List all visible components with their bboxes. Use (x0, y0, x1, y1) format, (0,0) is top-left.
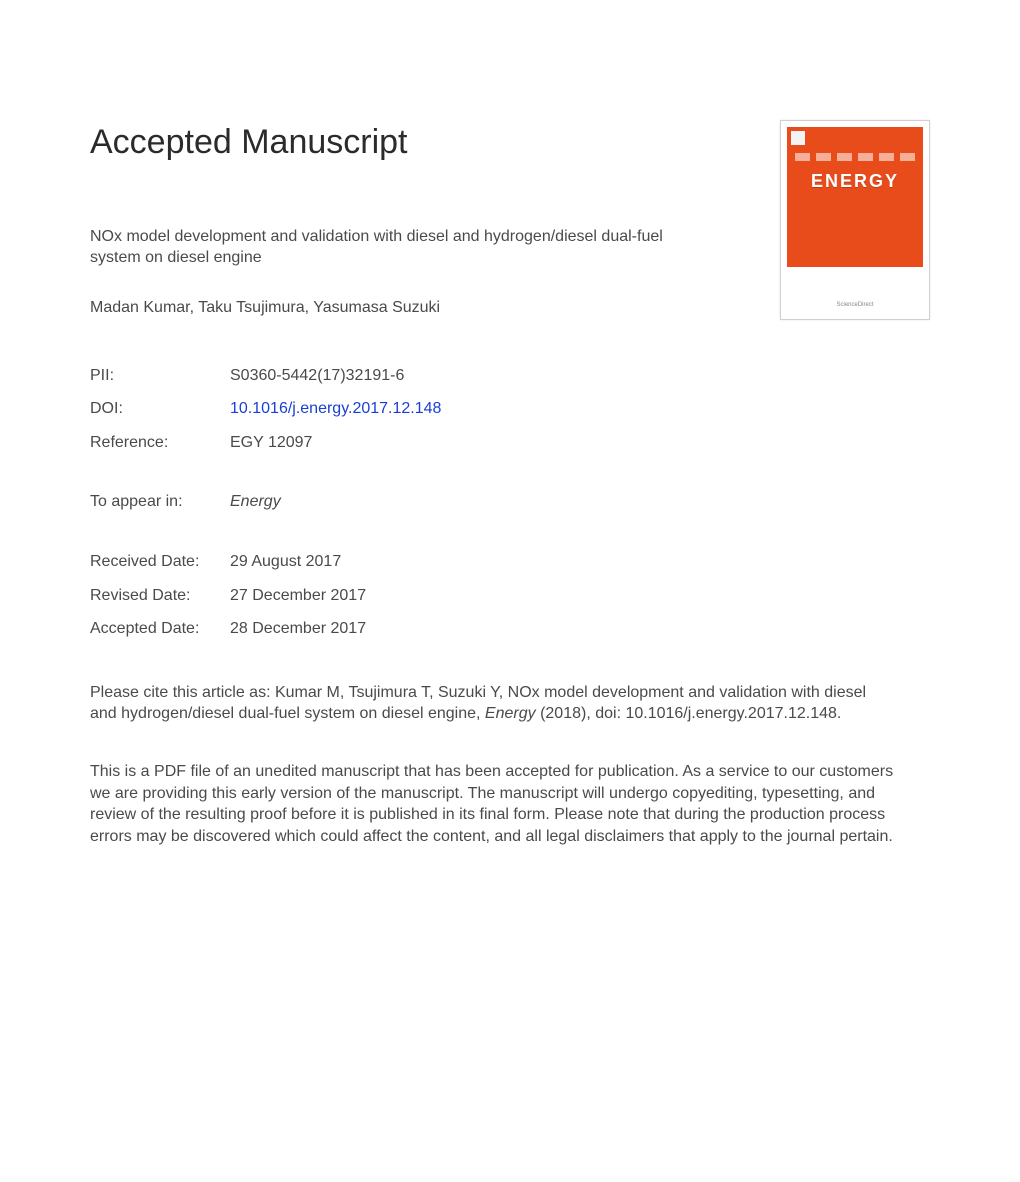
doi-link[interactable]: 10.1016/j.energy.2017.12.148 (230, 392, 441, 426)
appear-table: To appear in: Energy (90, 485, 281, 519)
citation-suffix: (2018), doi: 10.1016/j.energy.2017.12.14… (536, 705, 842, 722)
article-title: NOx model development and validation wit… (90, 226, 710, 269)
citation-text: Please cite this article as: Kumar M, Ts… (90, 682, 890, 725)
dates-table: Received Date: 29 August 2017 Revised Da… (90, 545, 366, 646)
disclaimer-text: This is a PDF file of an unedited manusc… (90, 761, 910, 847)
doi-label: DOI: (90, 392, 230, 426)
received-label: Received Date: (90, 545, 230, 579)
reference-label: Reference: (90, 426, 230, 460)
cover-art: ENERGY (787, 127, 923, 267)
journal-cover-thumbnail: ENERGY ScienceDirect (780, 120, 930, 320)
reference-value: EGY 12097 (230, 426, 441, 460)
accepted-label: Accepted Date: (90, 612, 230, 646)
received-value: 29 August 2017 (230, 545, 366, 579)
cover-footer-text: ScienceDirect (781, 301, 929, 309)
journal-brand: ENERGY (787, 169, 923, 193)
pii-label: PII: (90, 359, 230, 393)
revised-value: 27 December 2017 (230, 579, 366, 613)
cover-decoration (795, 153, 915, 163)
pii-value: S0360-5442(17)32191-6 (230, 359, 441, 393)
accepted-value: 28 December 2017 (230, 612, 366, 646)
publisher-logo-icon (791, 131, 805, 145)
metadata-table: PII: S0360-5442(17)32191-6 DOI: 10.1016/… (90, 359, 441, 460)
appear-label: To appear in: (90, 485, 230, 519)
revised-label: Revised Date: (90, 579, 230, 613)
appear-value: Energy (230, 485, 281, 519)
citation-journal: Energy (485, 705, 536, 722)
accepted-manuscript-page: ENERGY ScienceDirect Accepted Manuscript… (0, 0, 1020, 907)
